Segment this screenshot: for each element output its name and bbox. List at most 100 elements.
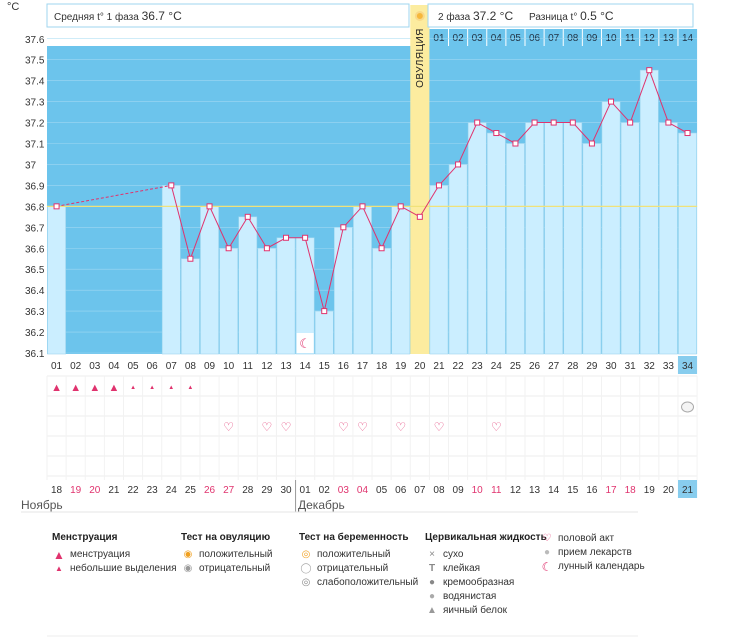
diff-label: Разница t° [529,12,580,23]
intercourse-marker: ♡ [491,420,502,434]
menstruation-heavy-marker: ▲ [89,382,100,394]
temperature-bar [639,69,659,355]
legend-item-label: слабоположительный [317,577,419,588]
date-label: 27 [223,485,235,496]
temperature-line-segment [629,70,650,123]
current-day-highlight [677,356,698,374]
date-label: 29 [261,485,273,496]
temperature-point [53,203,60,210]
egg-white-icon: ▲ [427,605,437,616]
intercourse-marker: ♡ [223,420,234,434]
cycle-day-label: 11 [243,361,254,372]
phase1-box [46,3,410,28]
cycle-day-label: 19 [395,361,407,372]
temperature-bar [563,122,583,355]
y-tick-label: 36.4 [25,286,45,297]
temperature-bar [200,206,219,355]
cycle-day-label: 14 [300,361,312,372]
legend-title-cervical-fluid: Цервикальная жидкость [425,532,547,543]
temperature-point [493,130,500,137]
temperature-line-segment [189,206,210,259]
legend-item: ◉ отрицательный [181,562,272,576]
temperature-line-segment [438,164,459,186]
date-label: 28 [242,485,254,496]
ovulation-positive-icon: ◉ [183,549,193,560]
menstruation-heavy-icon: ▲ [53,548,65,562]
temperature-bar [506,143,525,355]
temperature-line-segment [228,216,249,249]
temperature-line-segment [610,101,631,123]
temperature-point [684,130,691,137]
date-label: 20 [663,485,675,496]
date-label: 19 [644,485,656,496]
phase2-value: 37.2 °C [473,9,513,23]
date-label: 14 [548,485,560,496]
temperature-line-segment [400,205,421,218]
date-label: 21 [108,485,120,496]
legend-item: ▲ небольшие выделения [52,562,177,576]
cycle-day-label: 32 [644,361,656,372]
temperature-bar [238,216,258,355]
legend-item-label: кремообразная [443,577,515,588]
temperature-line-segment [476,122,497,134]
legend-item-label: сухо [443,549,464,560]
date-label: 24 [166,485,178,496]
date-label: 26 [204,485,216,496]
menstruation-heavy-marker: ▲ [51,382,62,394]
legend-item: ◎ положительный [299,548,418,562]
legend-item-label: лунный календарь [558,561,645,572]
menstruation-light-marker: ▲ [187,385,193,391]
cycle-day-label: 03 [89,361,101,372]
temperature-point [302,234,309,241]
cycle-day-label: 24 [491,361,503,372]
date-label: 02 [319,485,331,496]
date-label: 01 [300,485,312,496]
cycle-day-label: 21 [433,361,445,372]
y-tick-label: 37.3 [25,98,45,109]
temperature-point [646,67,653,74]
date-label: 03 [338,485,350,496]
temperature-line-segment [381,206,402,249]
temperature-point [665,119,672,126]
temperature-bar [620,122,640,355]
menstruation-light-marker: ▲ [168,385,174,391]
cycle-day-label: 22 [453,361,465,372]
y-tick-label: 37.6 [25,35,45,46]
cycle-day-label: 33 [663,361,675,372]
phase2-label: 2 фаза [438,11,473,23]
menstruation-light-marker: ▲ [149,385,155,391]
legend-title-pregnancy-test: Тест на беременность [299,532,409,543]
cycle-day-label: 08 [185,361,197,372]
cycle-day-label: 15 [319,361,331,372]
cycle-day-label: 29 [586,361,598,372]
temperature-bar [257,247,277,355]
pill-icon: ● [543,547,551,558]
temperature-line-gap [56,184,172,207]
cervical-fluid-marker [681,401,695,413]
temperature-line-segment [419,185,440,218]
cycle-day-label: 17 [357,361,369,372]
legend-item-label: положительный [317,549,391,560]
date-label: 04 [357,485,369,496]
cycle-day-label: 18 [376,361,388,372]
temperature-bar [314,310,334,355]
temperature-bar [544,122,564,355]
temperature-point [397,203,404,210]
date-label: 30 [280,485,292,496]
temperature-line-segment [668,122,688,134]
date-label: 12 [510,485,522,496]
legend-item: ● прием лекарств [540,546,645,560]
cycle-day-label: 12 [261,361,273,372]
cycle-day-label: 34 [682,361,694,372]
temperature-line-segment [342,206,363,228]
y-tick-label: 36.1 [25,349,45,360]
date-label: 16 [586,485,598,496]
temperature-bar [47,206,66,355]
cycle-day-label: 30 [605,361,617,372]
cycle-day-label: 10 [223,361,235,372]
phase1-text: Средняя t° 1 фаза 36.7 °C [54,9,182,23]
cycle-day-label: 13 [280,361,292,372]
